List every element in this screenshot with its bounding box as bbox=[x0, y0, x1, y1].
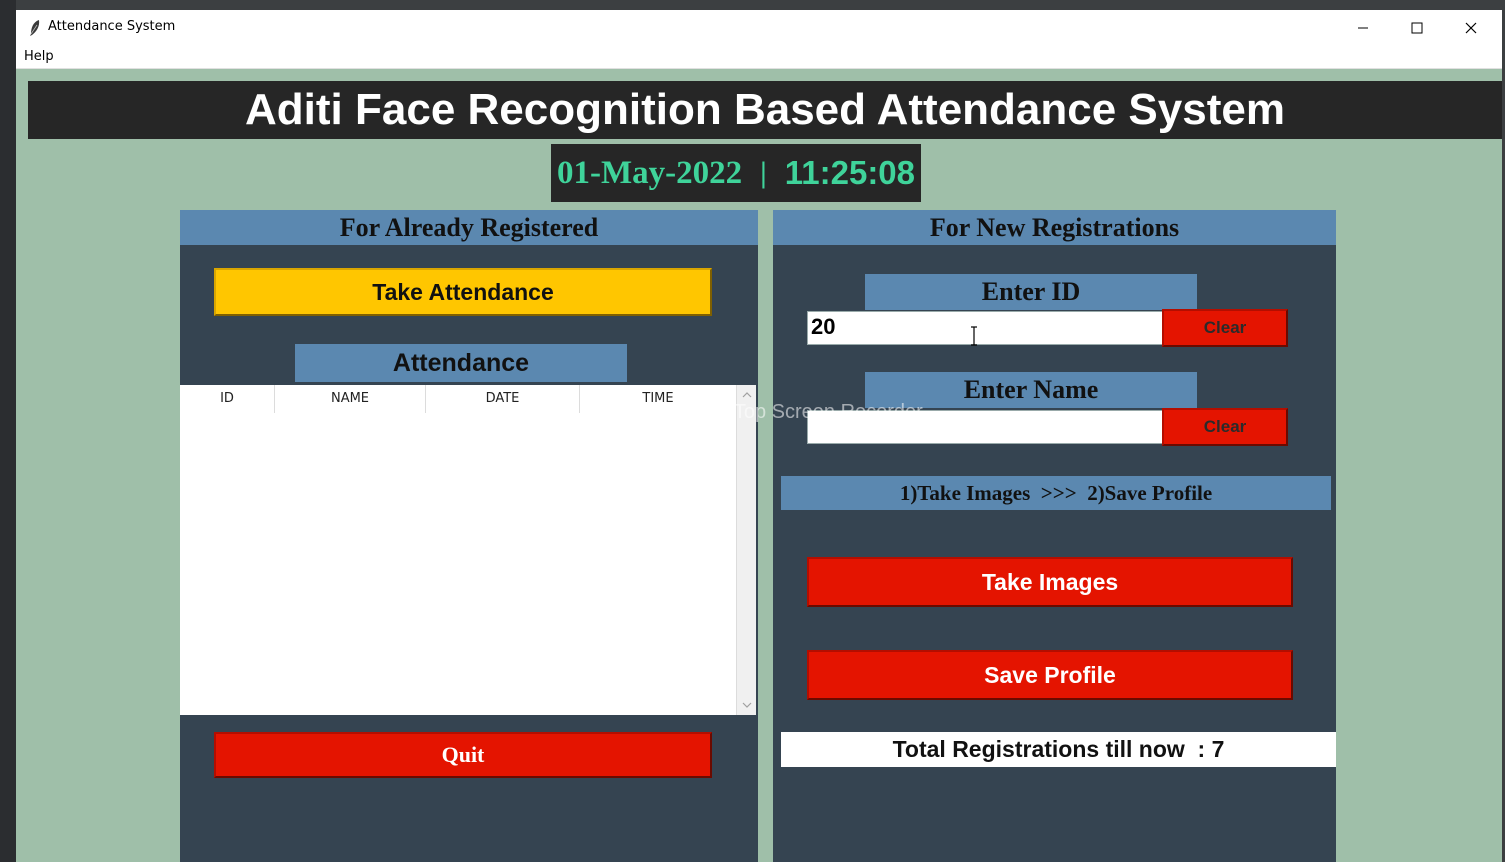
chevron-up-icon bbox=[742, 392, 751, 398]
date-time-separator: | bbox=[760, 156, 767, 189]
maximize-icon bbox=[1411, 22, 1423, 34]
take-attendance-button[interactable]: Take Attendance bbox=[214, 268, 712, 316]
scroll-down-button[interactable] bbox=[737, 697, 756, 713]
title-bar: Attendance System bbox=[16, 10, 1502, 46]
attendance-table-header: ID NAME DATE TIME bbox=[180, 385, 736, 413]
maximize-button[interactable] bbox=[1390, 10, 1444, 46]
background-desktop-top bbox=[0, 0, 1505, 10]
scroll-up-button[interactable] bbox=[737, 387, 756, 403]
clear-id-button[interactable]: Clear bbox=[1162, 309, 1288, 347]
enter-name-label: Enter Name bbox=[865, 372, 1197, 408]
close-icon bbox=[1465, 22, 1477, 34]
registered-panel-title: For Already Registered bbox=[180, 210, 758, 245]
new-registration-panel-title: For New Registrations bbox=[773, 210, 1336, 245]
column-date[interactable]: DATE bbox=[426, 385, 580, 413]
total-registrations-label: Total Registrations till now : 7 bbox=[781, 732, 1336, 767]
name-input[interactable] bbox=[807, 410, 1163, 444]
minimize-icon bbox=[1358, 27, 1368, 29]
column-time[interactable]: TIME bbox=[642, 391, 674, 406]
window-title: Attendance System bbox=[48, 19, 176, 34]
clear-name-button[interactable]: Clear bbox=[1162, 408, 1288, 446]
tk-feather-icon bbox=[30, 20, 40, 36]
current-date: 01-May-2022 bbox=[556, 154, 743, 191]
menu-bar: Help bbox=[16, 46, 1502, 69]
attendance-window: Attendance System Help Aditi Face Recogn… bbox=[16, 10, 1502, 862]
column-name[interactable]: NAME bbox=[275, 385, 426, 413]
minimize-button[interactable] bbox=[1336, 10, 1390, 46]
quit-button[interactable]: Quit bbox=[214, 732, 712, 778]
current-time: 11:25:08 bbox=[784, 154, 916, 191]
steps-label: 1)Take Images >>> 2)Save Profile bbox=[781, 476, 1331, 510]
date-time-display: 01-May-2022 | 11:25:08 bbox=[551, 144, 921, 202]
recorder-watermark: Recorded with iTop Screen Recorder bbox=[596, 401, 923, 423]
menu-help[interactable]: Help bbox=[24, 49, 54, 64]
app-header-title: Aditi Face Recognition Based Attendance … bbox=[28, 81, 1502, 139]
chevron-down-icon bbox=[742, 702, 751, 708]
attendance-label: Attendance bbox=[295, 344, 627, 382]
close-button[interactable] bbox=[1444, 10, 1498, 46]
take-images-button[interactable]: Take Images bbox=[807, 557, 1293, 607]
new-registration-panel: For New Registrations Enter ID 20 Clear … bbox=[773, 210, 1336, 862]
registered-panel: For Already Registered Take Attendance A… bbox=[180, 210, 758, 862]
background-ide-strip bbox=[0, 0, 16, 862]
enter-id-label: Enter ID bbox=[865, 274, 1197, 310]
text-cursor-icon bbox=[971, 326, 977, 346]
save-profile-button[interactable]: Save Profile bbox=[807, 650, 1293, 700]
attendance-table[interactable]: ID NAME DATE TIME bbox=[180, 385, 736, 715]
attendance-scrollbar[interactable] bbox=[736, 385, 756, 715]
id-input[interactable]: 20 bbox=[807, 311, 1163, 345]
column-id[interactable]: ID bbox=[180, 385, 275, 413]
background-desktop-right bbox=[1502, 0, 1505, 862]
